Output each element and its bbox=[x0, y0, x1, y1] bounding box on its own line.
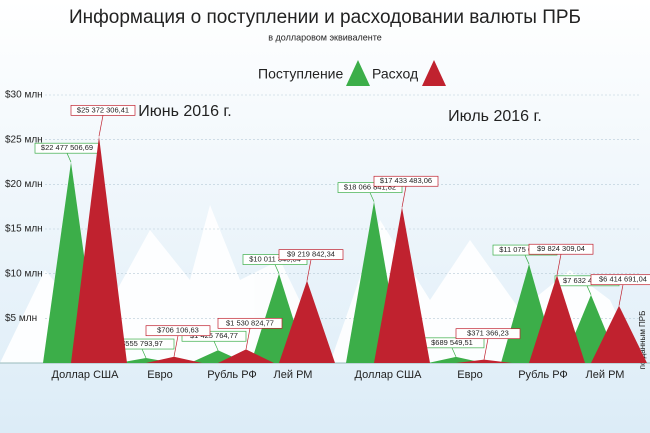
chart-title: Июль 2016 г. bbox=[448, 108, 542, 125]
value-label: $371 366,23 bbox=[467, 329, 509, 338]
x-tick-label: Доллар США bbox=[52, 369, 120, 381]
value-label-box bbox=[337, 182, 403, 193]
label-leader bbox=[245, 328, 251, 350]
label-leader bbox=[556, 254, 562, 276]
value-label-box bbox=[373, 175, 439, 187]
x-tick-label: Рубль РФ bbox=[518, 369, 568, 381]
label-leader bbox=[451, 347, 457, 357]
value-label-box bbox=[278, 249, 344, 260]
y-tick-label: $20 млн bbox=[5, 179, 43, 190]
label-leader bbox=[586, 285, 592, 295]
y-tick-label: $30 млн bbox=[5, 90, 43, 101]
value-label: $9 824 309,04 bbox=[537, 244, 585, 253]
label-leader bbox=[401, 186, 407, 208]
x-tick-label: Лей РМ bbox=[586, 369, 625, 381]
value-label: $1 425 764,77 bbox=[190, 331, 238, 340]
triangle-bar bbox=[374, 207, 430, 363]
value-label: $22 477 506,69 bbox=[41, 143, 93, 152]
subtitle: в долларовом эквиваленте bbox=[268, 32, 382, 42]
label-leader bbox=[141, 348, 147, 359]
triangle-bar bbox=[456, 359, 512, 363]
y-tick-label: $10 млн bbox=[5, 268, 43, 279]
triangle-bar bbox=[279, 280, 335, 363]
value-label: $11 075 693,39 bbox=[499, 245, 551, 254]
legend-swatch bbox=[346, 60, 370, 86]
value-label: $9 219 842,34 bbox=[287, 250, 335, 259]
label-leader bbox=[306, 259, 312, 281]
value-label: $555 793,97 bbox=[121, 339, 163, 348]
value-label: $6 414 691,04 bbox=[599, 275, 647, 284]
triangle-bar bbox=[71, 136, 127, 363]
label-leader bbox=[66, 153, 72, 163]
value-label-box bbox=[455, 328, 521, 340]
triangle-bar bbox=[146, 356, 202, 363]
value-label-box bbox=[528, 243, 594, 255]
label-leader bbox=[483, 338, 489, 360]
y-tick-label: $15 млн bbox=[5, 224, 43, 235]
value-label: $18 066 841,82 bbox=[344, 183, 396, 192]
triangle-bar bbox=[591, 305, 647, 363]
title: Информация о поступлении и расходовании … bbox=[69, 7, 581, 28]
y-tick-label: $25 млн bbox=[5, 134, 43, 145]
label-leader bbox=[98, 115, 104, 137]
label-leader bbox=[369, 192, 375, 202]
x-tick-label: Рубль РФ bbox=[207, 369, 257, 381]
x-tick-label: Евро bbox=[457, 369, 482, 381]
value-label: $25 372 306,41 bbox=[77, 105, 129, 114]
label-leader bbox=[173, 335, 179, 357]
x-tick-label: Доллар США bbox=[355, 369, 423, 381]
value-label: $7 632 477,12 bbox=[563, 276, 611, 285]
label-leader bbox=[524, 254, 530, 265]
y-tick-label: $5 млн bbox=[5, 313, 37, 324]
label-leader bbox=[618, 284, 624, 306]
value-label: $706 106,63 bbox=[157, 326, 199, 335]
label-leader bbox=[213, 341, 219, 351]
value-label-box bbox=[181, 330, 247, 342]
x-tick-label: Лей РМ bbox=[274, 369, 313, 381]
triangle-bar bbox=[529, 275, 585, 363]
value-label-box bbox=[590, 274, 650, 286]
legend-swatch bbox=[422, 60, 446, 86]
value-label-box bbox=[217, 317, 283, 329]
label-leader bbox=[274, 264, 280, 274]
value-label: $689 549,51 bbox=[431, 338, 473, 347]
triangle-bar bbox=[218, 349, 274, 363]
value-label: $1 530 824,77 bbox=[226, 318, 274, 327]
value-label: $10 011 340,84 bbox=[249, 255, 301, 264]
legend-label: Поступление bbox=[258, 66, 344, 82]
chart-title: Июнь 2016 г. bbox=[138, 103, 231, 120]
value-label-box bbox=[70, 104, 136, 116]
x-tick-label: Евро bbox=[147, 369, 172, 381]
source: по данным ПРБ bbox=[638, 311, 647, 370]
value-label-box bbox=[145, 325, 211, 337]
value-label: $17 433 483,06 bbox=[380, 176, 432, 185]
legend-label: Расход bbox=[372, 66, 418, 82]
